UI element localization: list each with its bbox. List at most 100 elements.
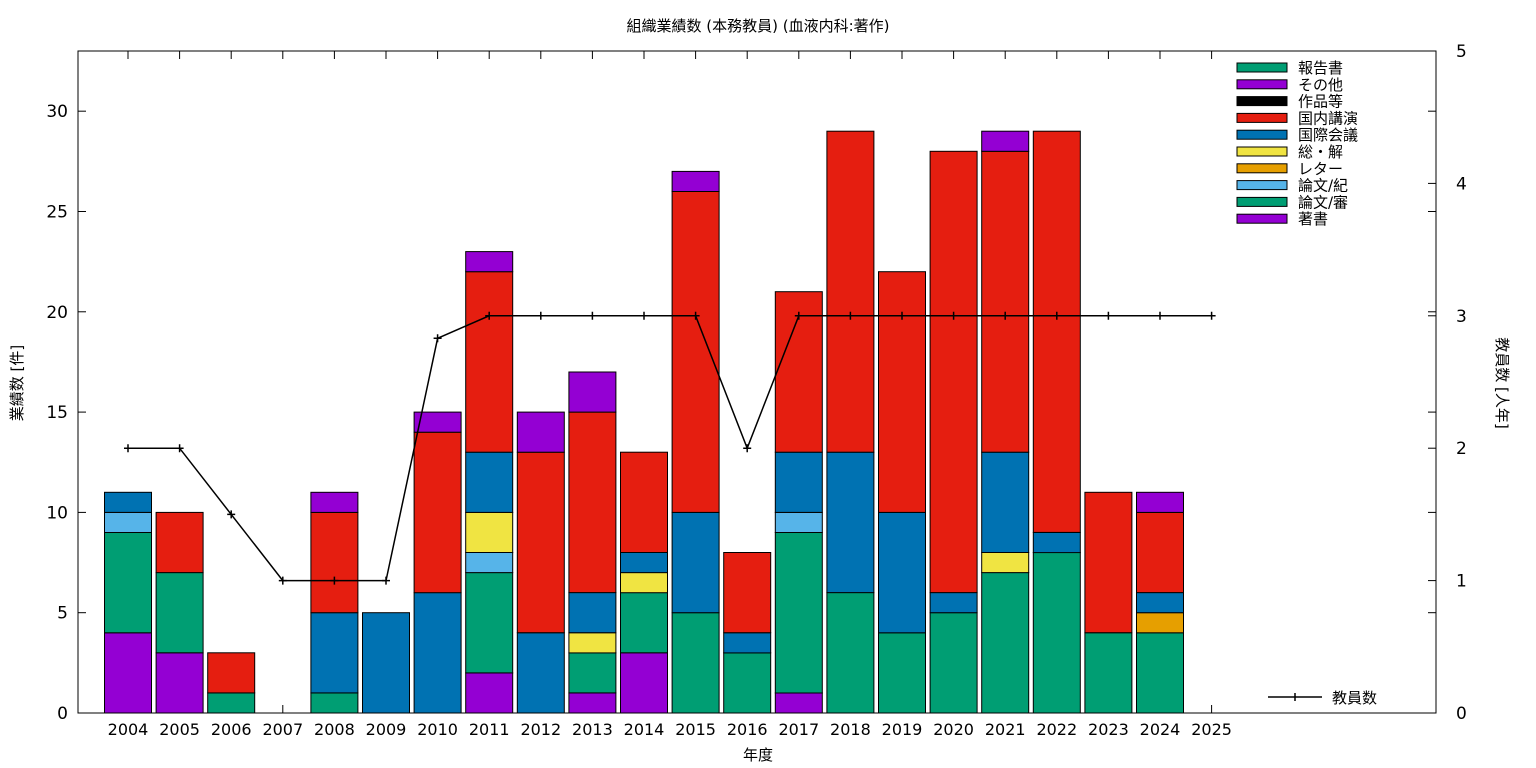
bar-segment <box>568 692 617 714</box>
legend-label: 著書 <box>1298 210 1328 228</box>
legend-swatch <box>1236 213 1288 224</box>
bar-segment <box>723 632 772 654</box>
legend-label: 教員数 <box>1332 689 1377 707</box>
bar-segment <box>878 511 926 634</box>
staff-count-point <box>640 311 648 320</box>
y-axis-label: 業績数 [件] <box>8 345 26 421</box>
bar-segment <box>671 612 720 714</box>
bar-segment <box>981 451 1030 554</box>
x-tick-label: 2020 <box>933 720 974 739</box>
staff-count-point <box>175 444 184 453</box>
bar-segment <box>104 632 152 714</box>
legend-label: 報告書 <box>1298 59 1343 77</box>
staff-count-point <box>485 311 494 320</box>
staff-count-point <box>743 444 752 453</box>
bar-segment <box>981 552 1030 574</box>
legend-label: 論文/審 <box>1298 193 1348 211</box>
x-tick-label: 2012 <box>520 720 561 739</box>
bar-segment <box>568 411 617 594</box>
staff-count-point <box>1052 311 1061 320</box>
y-tick-label: 15 <box>46 403 68 423</box>
x-axis-label: 年度 <box>743 746 773 764</box>
staff-count-point <box>124 444 132 453</box>
bar-segment <box>1136 632 1184 714</box>
bar-segment <box>465 511 514 554</box>
bar-segment <box>620 652 668 714</box>
bar-segment <box>1136 511 1184 594</box>
bar-segment <box>1136 491 1184 513</box>
bar-segment <box>155 572 204 654</box>
x-tick-label: 2013 <box>572 720 613 739</box>
legend-swatch <box>1236 112 1288 123</box>
legend-swatch <box>1236 96 1288 107</box>
x-tick-label: 2004 <box>108 720 149 739</box>
bar-segment <box>671 511 720 614</box>
bar-segment <box>620 552 668 574</box>
bar-segment <box>465 572 514 674</box>
bar-segment <box>568 592 617 634</box>
staff-count-point <box>1104 311 1113 320</box>
bar-segment <box>774 451 823 513</box>
chart-title: 組織業績数 (本務教員) (血液内科:著作) <box>627 17 890 35</box>
bar-segment <box>310 491 359 513</box>
legend-label: その他 <box>1298 76 1343 94</box>
bar-segment <box>155 511 204 574</box>
legend-swatch <box>1236 163 1288 174</box>
y-tick-label: 25 <box>46 202 68 222</box>
bar-segment <box>774 532 823 694</box>
bar-segment <box>104 491 152 513</box>
x-tick-label: 2024 <box>1140 720 1181 739</box>
legend-swatch <box>1236 146 1288 157</box>
legend-swatch <box>1236 180 1288 191</box>
bar-segment <box>929 592 978 614</box>
staff-count-line <box>128 315 1212 582</box>
bar-segment <box>1032 532 1081 554</box>
bar-segment <box>207 692 256 714</box>
x-tick-label: 2019 <box>882 720 923 739</box>
x-tick-label: 2018 <box>830 720 871 739</box>
legend-label: 作品等 <box>1298 93 1343 111</box>
plot-frame <box>77 50 1437 714</box>
staff-count-point <box>1156 311 1164 320</box>
legend-label: 国内講演 <box>1298 109 1358 127</box>
legend-label: 論文/紀 <box>1298 177 1348 195</box>
x-tick-label: 2015 <box>675 720 716 739</box>
bar-segment <box>362 612 410 714</box>
x-tick-label: 2011 <box>469 720 510 739</box>
bar-segment <box>413 592 462 714</box>
staff-count-point <box>846 311 855 320</box>
legend-swatch <box>1236 196 1288 207</box>
bar-segment <box>413 411 462 433</box>
bar-segment <box>104 532 152 634</box>
x-tick-label: 2016 <box>727 720 768 739</box>
staff-count-point <box>330 576 339 585</box>
x-tick-label: 2023 <box>1088 720 1129 739</box>
x-tick-label: 2005 <box>159 720 200 739</box>
legend-swatch <box>1236 79 1288 90</box>
staff-count-point <box>898 311 906 320</box>
bar-segment <box>104 511 152 534</box>
bar-segment <box>413 431 462 594</box>
bar-segment <box>878 271 926 513</box>
bar-segment <box>465 271 514 453</box>
staff-count-point <box>227 510 236 519</box>
bar-segment <box>929 150 978 594</box>
bar-segment <box>310 511 359 614</box>
x-tick-label: 2006 <box>211 720 252 739</box>
bar-segment <box>826 130 875 453</box>
bar-segment <box>878 632 926 714</box>
y-tick-label: 10 <box>46 503 68 523</box>
y2-tick-label: 4 <box>1456 174 1467 194</box>
bar-segment <box>774 511 823 534</box>
staff-line <box>124 311 1216 585</box>
staff-count-point <box>278 576 287 585</box>
y-tick-label: 20 <box>46 303 68 323</box>
staff-count-point <box>382 576 390 585</box>
bar-segment <box>723 652 772 714</box>
bar-segment <box>568 632 617 654</box>
bar-segment <box>981 150 1030 453</box>
staff-count-point <box>1001 311 1010 320</box>
bar-segment <box>1136 592 1184 614</box>
y-tick-label: 5 <box>57 604 68 624</box>
